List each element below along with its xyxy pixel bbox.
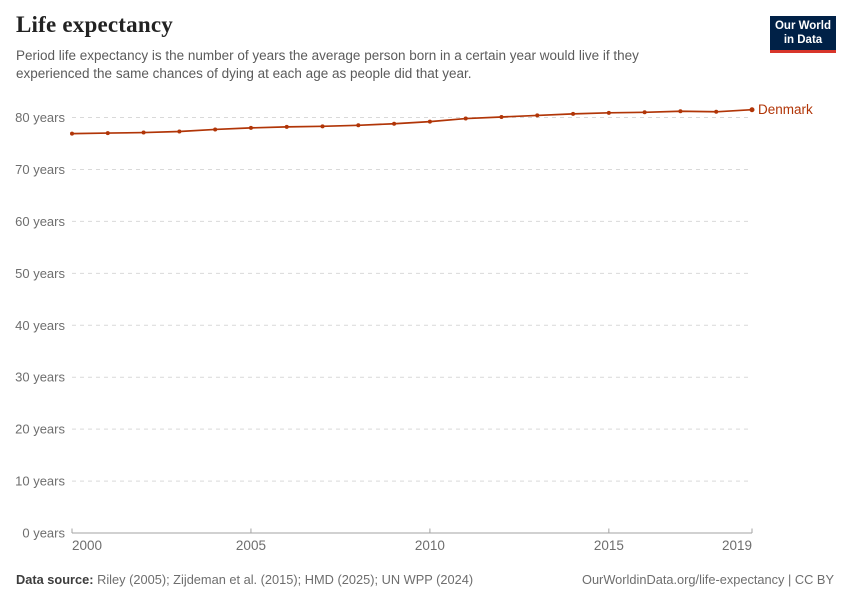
data-source-text: Riley (2005); Zijdeman et al. (2015); HM… xyxy=(93,572,474,587)
x-axis-tick-label: 2005 xyxy=(236,538,266,553)
data-point[interactable] xyxy=(284,124,289,129)
y-axis-tick-label: 50 years xyxy=(15,266,65,281)
data-point[interactable] xyxy=(678,109,683,114)
y-axis-tick-label: 30 years xyxy=(15,370,65,385)
y-axis-tick-label: 40 years xyxy=(15,318,65,333)
chart-subtitle: Period life expectancy is the number of … xyxy=(16,48,639,81)
data-point[interactable] xyxy=(427,119,432,124)
data-point[interactable] xyxy=(642,110,647,115)
y-axis-tick-label: 60 years xyxy=(15,214,65,229)
footer-citation-link[interactable]: OurWorldinData.org/life-expectancy | CC … xyxy=(581,572,834,587)
data-source: Data source: Riley (2005); Zijdeman et a… xyxy=(16,572,473,587)
data-point[interactable] xyxy=(392,121,397,126)
series-end-label-denmark[interactable]: Denmark xyxy=(758,102,813,117)
data-point[interactable] xyxy=(248,125,253,130)
owid-logo-line2: in Data xyxy=(783,34,823,47)
data-point[interactable] xyxy=(213,127,218,132)
data-point[interactable] xyxy=(463,116,468,121)
data-point[interactable] xyxy=(714,109,719,114)
data-point[interactable] xyxy=(105,131,110,136)
chart-header: Life expectancy Period life expectancy i… xyxy=(16,12,708,83)
x-axis-tick-label: 2000 xyxy=(72,538,102,553)
data-point[interactable] xyxy=(606,110,611,115)
data-source-label: Data source: xyxy=(16,572,94,587)
page-title: Life expectancy xyxy=(16,12,173,37)
data-point[interactable] xyxy=(177,129,182,134)
data-point[interactable] xyxy=(535,113,540,118)
data-point[interactable] xyxy=(356,123,361,128)
data-point[interactable] xyxy=(571,111,576,116)
y-axis-tick-label: 10 years xyxy=(15,474,65,489)
y-axis-tick-label: 70 years xyxy=(15,162,65,177)
data-point[interactable] xyxy=(70,131,74,136)
y-axis-tick-label: 20 years xyxy=(15,422,65,437)
data-point[interactable] xyxy=(749,107,755,113)
series-line-denmark[interactable] xyxy=(71,108,753,135)
owid-logo-line1: Our World xyxy=(774,20,831,32)
x-axis-tick-label: 2015 xyxy=(594,538,624,553)
y-axis-tick-label: 80 years xyxy=(15,110,65,125)
y-axis-tick-label: 0 years xyxy=(22,526,65,541)
data-point[interactable] xyxy=(141,130,146,135)
chart-footer: Data source: Riley (2005); Zijdeman et a… xyxy=(16,572,834,587)
data-point[interactable] xyxy=(499,114,504,119)
x-axis-tick-label: 2019 xyxy=(722,538,752,553)
x-axis-tick-label: 2010 xyxy=(415,538,445,553)
owid-logo[interactable]: Our World in Data xyxy=(770,16,836,53)
data-point[interactable] xyxy=(320,124,325,129)
